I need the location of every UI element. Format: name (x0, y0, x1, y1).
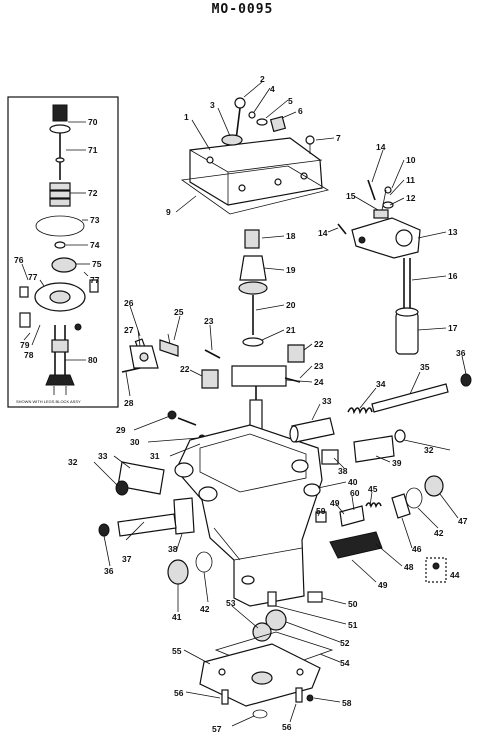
callout-32-b: 32 (424, 445, 434, 455)
callout-38-a: 38 (168, 544, 178, 554)
inset-caption: SHOWN WITH LEGS BLOCK ASSY (16, 399, 81, 404)
callout-53: 53 (226, 598, 236, 608)
callout-50: 50 (348, 599, 358, 609)
callout-38-b: 38 (338, 466, 348, 476)
callout-11: 11 (406, 175, 415, 185)
callout-13: 13 (448, 227, 458, 237)
callout-70: 70 (88, 117, 98, 127)
callout-14-b: 14 (318, 228, 328, 238)
callout-1: 1 (184, 112, 189, 122)
callout-29: 29 (116, 425, 126, 435)
callout-33-b: 33 (322, 396, 332, 406)
callout-2: 2 (260, 74, 265, 84)
callout-57: 57 (212, 724, 222, 734)
callout-35: 35 (420, 362, 430, 372)
callout-77-a: 77 (28, 272, 38, 282)
inset-leaders (21, 121, 90, 361)
callout-24: 24 (314, 377, 324, 387)
callout-20: 20 (286, 300, 296, 310)
callout-19: 19 (286, 265, 296, 275)
arm-assembly (337, 179, 421, 355)
callout-44: 44 (450, 570, 460, 580)
callout-41: 41 (172, 612, 182, 622)
callout-76: 76 (14, 255, 24, 265)
callout-22-a: 22 (314, 339, 324, 349)
callout-58: 58 (342, 698, 352, 708)
callout-56-b: 56 (282, 722, 292, 732)
callout-30: 30 (130, 437, 140, 447)
callout-37: 37 (122, 554, 132, 564)
callout-22-b: 22 (180, 364, 190, 374)
callout-74: 74 (90, 240, 100, 250)
callout-36-b: 36 (104, 566, 114, 576)
callout-21: 21 (286, 325, 296, 335)
callout-15: 15 (346, 191, 356, 201)
callout-42-a: 42 (200, 604, 210, 614)
governor-cover (180, 97, 330, 215)
callout-80: 80 (88, 355, 98, 365)
callout-18: 18 (286, 231, 296, 241)
page-title: MO-0095 (211, 2, 274, 17)
callout-54: 54 (340, 658, 350, 668)
central-stack (201, 229, 305, 431)
callout-36-a: 36 (456, 348, 466, 358)
callout-14-a: 14 (376, 142, 386, 152)
callout-32-a: 32 (68, 457, 78, 467)
callout-49-a: 49 (330, 498, 340, 508)
callout-labels: 70 71 72 73 74 75 76 77 77 79 78 80 1 2 … (14, 74, 468, 734)
pump-housing (174, 424, 323, 607)
callout-6: 6 (298, 106, 303, 116)
callout-60: 60 (350, 488, 360, 498)
callout-71: 71 (88, 145, 98, 155)
callout-4: 4 (270, 84, 275, 94)
callout-12: 12 (406, 193, 416, 203)
callout-56-a: 56 (174, 688, 184, 698)
callout-48: 48 (404, 562, 414, 572)
callout-33-a: 33 (98, 451, 108, 461)
callout-49-b: 49 (378, 580, 388, 590)
callout-55: 55 (172, 646, 182, 656)
callout-46: 46 (412, 544, 422, 554)
callout-23-a: 23 (204, 316, 214, 326)
callout-16: 16 (448, 271, 458, 281)
callout-77-b: 77 (90, 275, 100, 285)
callout-51: 51 (348, 620, 358, 630)
callout-42-b: 42 (434, 528, 444, 538)
callout-75: 75 (92, 259, 102, 269)
callout-28: 28 (124, 398, 134, 408)
callout-9: 9 (166, 207, 171, 217)
callout-27: 27 (124, 325, 134, 335)
callout-23-b: 23 (314, 361, 324, 371)
callout-59: 59 (316, 506, 326, 516)
callout-26: 26 (124, 298, 134, 308)
callout-3: 3 (210, 100, 215, 110)
callout-78: 78 (24, 350, 34, 360)
callout-73: 73 (90, 215, 100, 225)
leader-lines (93, 81, 467, 727)
inset-panel: SHOWN WITH LEGS BLOCK ASSY (7, 96, 119, 408)
relief-valve (315, 475, 447, 583)
left-linkage (121, 333, 206, 442)
bottom-parts (199, 591, 334, 719)
callout-79: 79 (20, 340, 30, 350)
callout-17: 17 (448, 323, 458, 333)
callout-39: 39 (392, 458, 402, 468)
callout-45: 45 (368, 484, 378, 494)
callout-40: 40 (348, 477, 358, 487)
callout-10: 10 (406, 155, 416, 165)
callout-25: 25 (174, 307, 184, 317)
callout-7: 7 (336, 133, 341, 143)
callout-72: 72 (88, 188, 98, 198)
callout-5: 5 (288, 96, 293, 106)
sleeves-and-shafts (98, 373, 472, 585)
callout-31: 31 (150, 451, 160, 461)
callout-34: 34 (376, 379, 386, 389)
callout-47: 47 (458, 516, 468, 526)
callout-52: 52 (340, 638, 350, 648)
